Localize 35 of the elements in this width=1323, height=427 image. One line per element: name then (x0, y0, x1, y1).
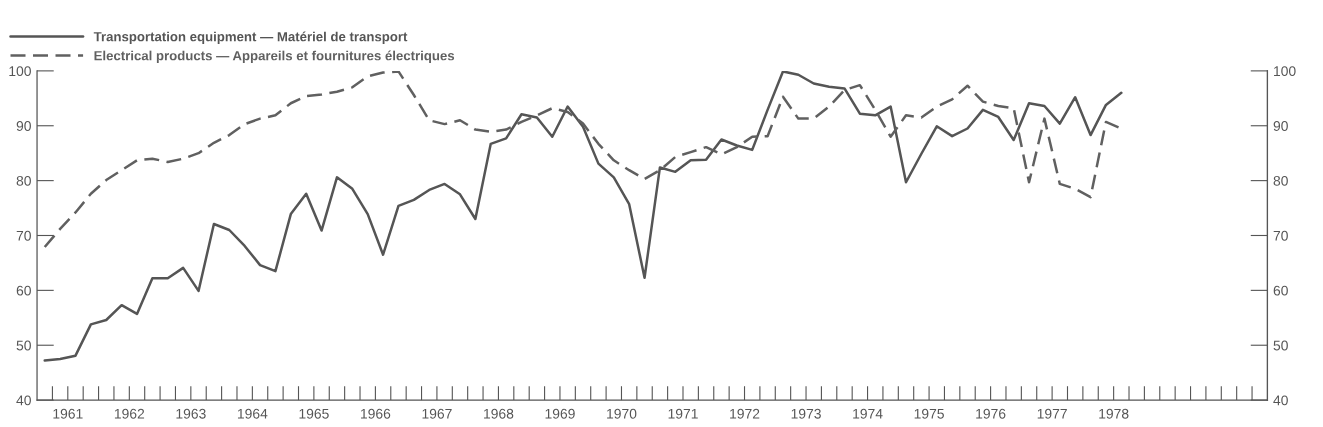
y-tick-label: 40 (16, 395, 31, 406)
y-tick-label: 80 (16, 175, 31, 186)
x-tick-label: 1968 (484, 408, 514, 419)
y-tick-label: 70 (16, 230, 31, 241)
x-tick-label: 1971 (668, 408, 698, 419)
x-tick-label: 1976 (976, 408, 1006, 419)
y2-tick-label: 80 (1273, 175, 1288, 186)
x-tick-label: 1964 (237, 408, 268, 419)
y2-tick-label: 50 (1273, 340, 1288, 351)
y2-tick-label: 100 (1274, 66, 1296, 77)
x-tick-label: 1974 (853, 408, 883, 419)
x-tick-label: 1961 (53, 408, 83, 419)
x-tick-label: 1966 (361, 408, 391, 419)
y-tick-label: 50 (16, 340, 31, 351)
x-tick-label: 1975 (914, 408, 944, 419)
x-tick-label: 1973 (791, 408, 821, 419)
x-tick-label: 1965 (299, 408, 329, 419)
y2-tick-label: 90 (1273, 121, 1288, 131)
line-series (43, 70, 1123, 362)
y2-tick-label: 60 (1273, 285, 1288, 296)
text: Transportation equipment — Matériel de transport (93, 31, 408, 44)
x-tick-label: 1972 (730, 408, 760, 419)
y2-tick-label: 70 (1273, 230, 1288, 241)
x-tick-label: 1967 (422, 408, 452, 419)
x-tick-label: 1977 (1037, 408, 1067, 419)
y-tick-label: 90 (16, 121, 31, 131)
x-tick-label: 1978 (1099, 408, 1129, 419)
y2-tick-label: 40 (1273, 395, 1288, 406)
x-tick-label: 1963 (176, 408, 206, 419)
y-tick-label: 60 (16, 285, 31, 296)
text: Electrical products — Appareils et fournitures électriques (94, 50, 455, 63)
x-tick-label: 1962 (114, 408, 145, 419)
x-tick-label: 1970 (607, 408, 637, 419)
x-tick-label: 1969 (545, 408, 575, 419)
y-tick-label: 100 (9, 66, 31, 77)
